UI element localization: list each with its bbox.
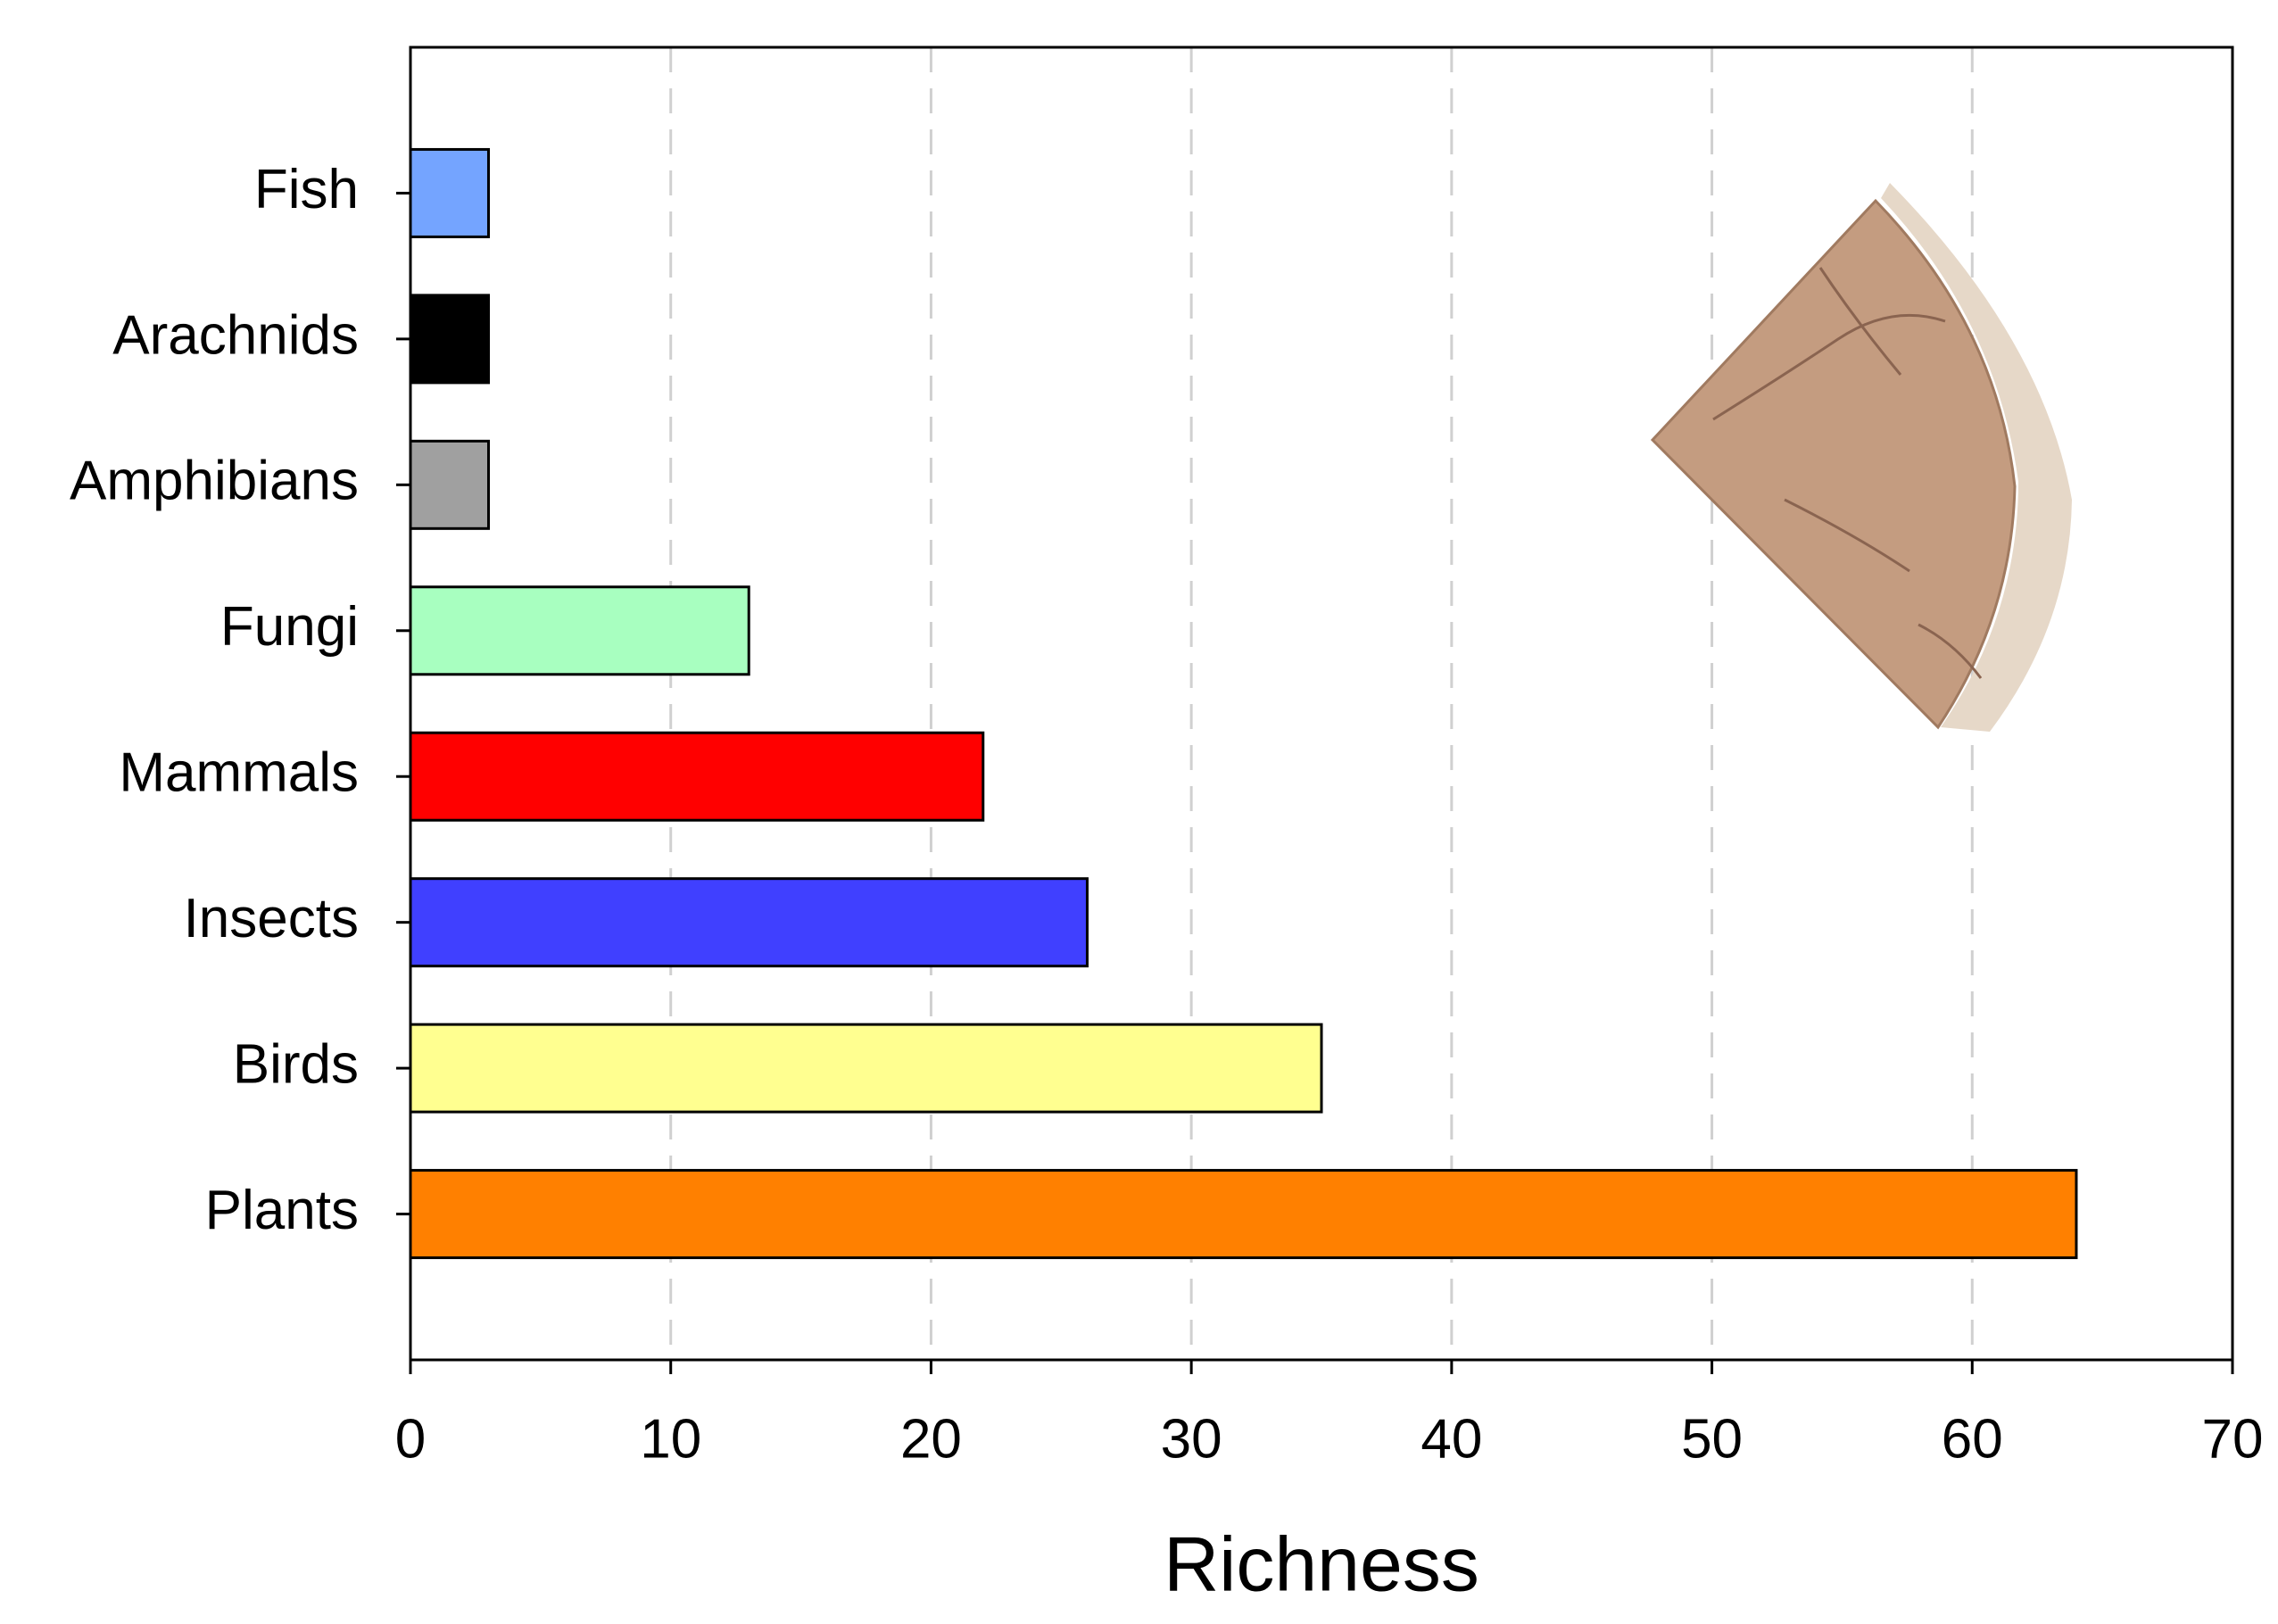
bars xyxy=(409,147,2078,1260)
y-tick-label: Arachnids xyxy=(112,304,359,366)
dish-texture xyxy=(1712,267,1983,679)
y-tick-label: Birds xyxy=(233,1033,359,1095)
dish-rim xyxy=(1881,183,2072,732)
x-tick-label: 30 xyxy=(1161,1408,1222,1470)
x-tick-label: 50 xyxy=(1681,1408,1743,1470)
bar xyxy=(409,1169,2078,1260)
y-tick-label: Fungi xyxy=(220,596,359,658)
bar xyxy=(409,1023,1323,1114)
x-tick-label: 20 xyxy=(900,1408,962,1470)
y-tick-label: Amphibians xyxy=(70,451,359,512)
bar xyxy=(409,731,985,822)
grid xyxy=(669,47,1974,1360)
y-tick-label: Fish xyxy=(254,159,359,220)
x-tick-label: 10 xyxy=(640,1408,701,1470)
x-tick-label: 60 xyxy=(1942,1408,2003,1470)
bar xyxy=(409,439,491,530)
x-tick-label: 40 xyxy=(1421,1408,1482,1470)
bar xyxy=(409,585,750,676)
plot-frame xyxy=(409,46,2234,1362)
y-tick-label: Plants xyxy=(205,1180,359,1241)
bar xyxy=(409,147,491,238)
y-tick-label: Insects xyxy=(184,888,359,949)
dish-wedge xyxy=(1650,198,2017,730)
y-tick-label: Mammals xyxy=(119,742,359,804)
x-tick-label: 70 xyxy=(2202,1408,2264,1470)
petri-dish-image xyxy=(1650,183,2072,732)
bar xyxy=(409,294,491,385)
x-tick-label: 0 xyxy=(395,1408,426,1470)
bar xyxy=(409,877,1089,968)
x-axis-title: Richness xyxy=(1164,1522,1479,1608)
